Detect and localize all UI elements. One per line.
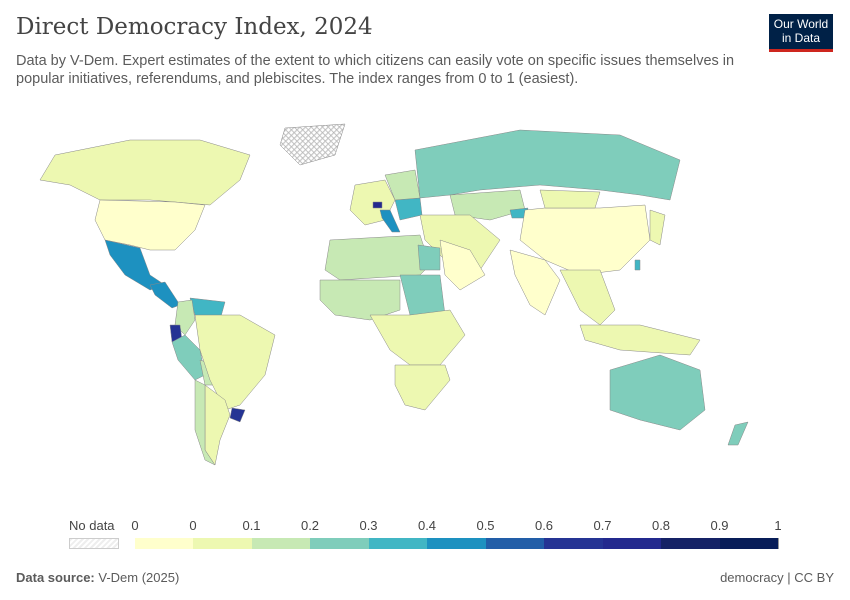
country-india[interactable] [509,249,561,316]
country-indonesia[interactable] [579,324,701,356]
country-central-africa[interactable] [369,309,466,366]
legend-tick: 0.4 [417,518,437,533]
country-greenland[interactable] [279,123,346,166]
legend-tick: 0.1 [242,518,261,533]
legend-tick: 0.9 [710,518,729,533]
country-uruguay[interactable] [229,407,246,423]
legend-tick: 0.5 [476,518,495,533]
country-united-states[interactable] [94,199,206,251]
no-data-label: No data [69,518,115,533]
country-west-africa[interactable] [319,279,401,321]
country-sudan[interactable] [399,274,446,316]
legend-bin[interactable] [251,538,311,549]
country-mongolia[interactable] [539,189,601,209]
source-link[interactable]: V-Dem (2025) [98,570,180,585]
legend-tick: 0.3 [359,518,378,533]
color-legend: No data 0 0 0.1 0.2 0.3 0.4 0.5 0.6 0.7 0.8 0.9 1 [60,518,790,549]
world-map [39,123,749,466]
country-egypt[interactable] [417,244,441,271]
country-australia[interactable] [609,354,706,431]
legend-bin[interactable] [719,538,779,549]
country-new-zealand[interactable] [727,421,749,446]
legend-bin[interactable] [310,538,370,549]
legend-tick: 0.2 [300,518,320,533]
country-balkans[interactable] [394,197,423,221]
country-russia[interactable] [414,129,681,201]
country-central-america[interactable] [149,281,181,309]
country-italy[interactable] [379,209,401,233]
legend-tick: 0.7 [593,518,612,533]
country-southeast-asia[interactable] [559,269,616,326]
legend-tick: 0 [131,518,139,533]
legend-bin[interactable] [602,538,662,549]
legend-tick: 1 [774,518,782,533]
country-chile[interactable] [194,379,216,466]
country-brazil[interactable] [194,314,276,411]
legend-tick: 0.8 [651,518,671,533]
legend-bin[interactable] [661,538,721,549]
legend-bin[interactable] [193,538,253,549]
country-southern-africa[interactable] [394,364,451,411]
legend-tick: 0.6 [534,518,554,533]
source-label: Data source: [16,570,95,585]
no-data-swatch [69,538,119,549]
legend-bin[interactable] [485,538,545,549]
country-switzerland[interactable] [372,201,383,209]
legend-bin[interactable] [368,538,428,549]
chart-title: Direct Democracy Index, 2024 [16,14,373,40]
country-japan[interactable] [649,209,666,246]
country-kazakhstan[interactable] [449,189,526,221]
legend-tick: 0 [189,518,197,533]
chart-subtitle: Data by V-Dem. Expert estimates of the e… [16,53,735,87]
data-source: Data source: V-Dem (2025) [16,570,179,585]
country-saudi-arabia[interactable] [439,239,486,291]
owid-logo[interactable]: Our World in Data [769,14,833,52]
country-north-africa[interactable] [324,234,431,281]
legend-bin[interactable] [427,538,487,549]
country-canada[interactable] [39,139,251,206]
legend-bin[interactable] [135,538,194,549]
country-taiwan[interactable] [634,259,641,271]
license[interactable]: democracy | CC BY [720,570,834,585]
legend-bin[interactable] [544,538,604,549]
